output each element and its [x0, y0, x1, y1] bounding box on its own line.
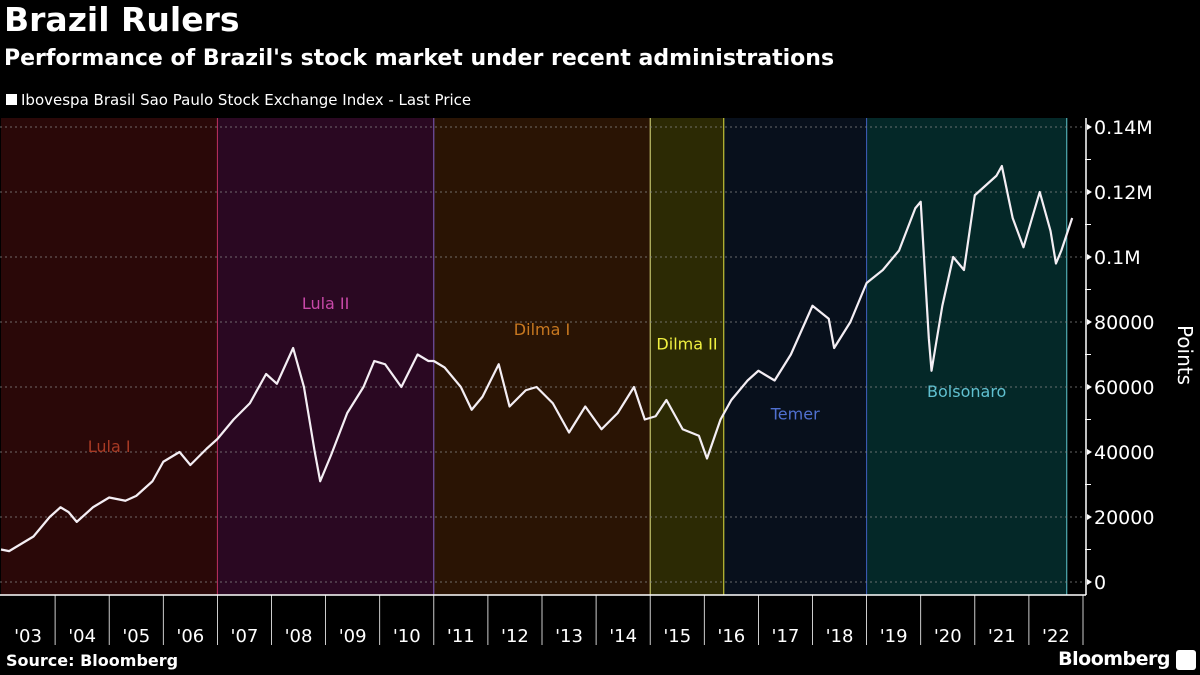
y-tick [1087, 189, 1092, 195]
x-tick-label: '04 [68, 626, 96, 647]
x-tick-label: '15 [663, 626, 691, 647]
y-axis-label: Points [1173, 325, 1197, 385]
region-label: Temer [770, 405, 820, 424]
x-tick-label: '10 [393, 626, 421, 647]
bloomberg-terminal-icon [1176, 650, 1196, 670]
y-tick [1087, 319, 1092, 325]
legend: Ibovespa Brasil Sao Paulo Stock Exchange… [6, 91, 471, 109]
x-tick-label: '09 [339, 626, 367, 647]
x-tick-label: '06 [176, 626, 204, 647]
y-tick [1087, 384, 1092, 390]
y-tick [1087, 254, 1092, 260]
x-tick-label: '20 [934, 626, 962, 647]
legend-label: Ibovespa Brasil Sao Paulo Stock Exchange… [21, 91, 472, 109]
region-label: Dilma I [514, 320, 570, 339]
y-tick-label: 20000 [1094, 507, 1154, 529]
y-tick-label: 40000 [1094, 442, 1154, 464]
chart-subtitle: Performance of Brazil's stock market und… [4, 46, 835, 71]
series-line [0, 164, 1074, 553]
region-dilma-i [433, 118, 651, 595]
region-label: Dilma II [656, 335, 717, 354]
region-label: Bolsonaro [927, 382, 1006, 401]
y-tick [1087, 124, 1092, 130]
x-tick-label: '08 [285, 626, 313, 647]
x-tick-label: '22 [1042, 626, 1070, 647]
y-tick-label: 0.12M [1094, 182, 1153, 204]
x-tick-label: '11 [447, 626, 475, 647]
x-tick-label: '03 [14, 626, 42, 647]
chart-title: Brazil Rulers [4, 0, 240, 39]
y-tick-label: 0.14M [1094, 117, 1153, 139]
region-lula-ii [217, 118, 434, 595]
y-tick-label: 60000 [1094, 377, 1154, 399]
y-tick [1087, 514, 1092, 520]
x-tick-label: '16 [717, 626, 745, 647]
x-tick-label: '13 [555, 626, 583, 647]
x-tick-label: '05 [122, 626, 150, 647]
region-dilma-ii [650, 118, 724, 595]
x-tick-label: '21 [988, 626, 1016, 647]
region-lula-i [1, 118, 218, 595]
x-tick-label: '17 [772, 626, 800, 647]
source-note: Source: Bloomberg [6, 651, 179, 670]
y-tick-label: 80000 [1094, 312, 1154, 334]
brand-logo: Bloomberg [1058, 648, 1170, 670]
x-tick-label: '07 [231, 626, 259, 647]
y-tick [1087, 449, 1092, 455]
region-temer [723, 118, 867, 595]
y-tick-label: 0 [1094, 572, 1106, 594]
region-label: Lula II [302, 294, 350, 313]
region-bolsonaro [866, 118, 1067, 595]
x-tick-label: '18 [826, 626, 854, 647]
x-tick-label: '12 [501, 626, 529, 647]
x-tick-label: '19 [880, 626, 908, 647]
region-label: Lula I [88, 437, 131, 456]
y-tick [1087, 579, 1092, 585]
y-tick-label: 0.1M [1094, 247, 1141, 269]
x-tick-label: '14 [609, 626, 637, 647]
legend-swatch [6, 94, 17, 105]
